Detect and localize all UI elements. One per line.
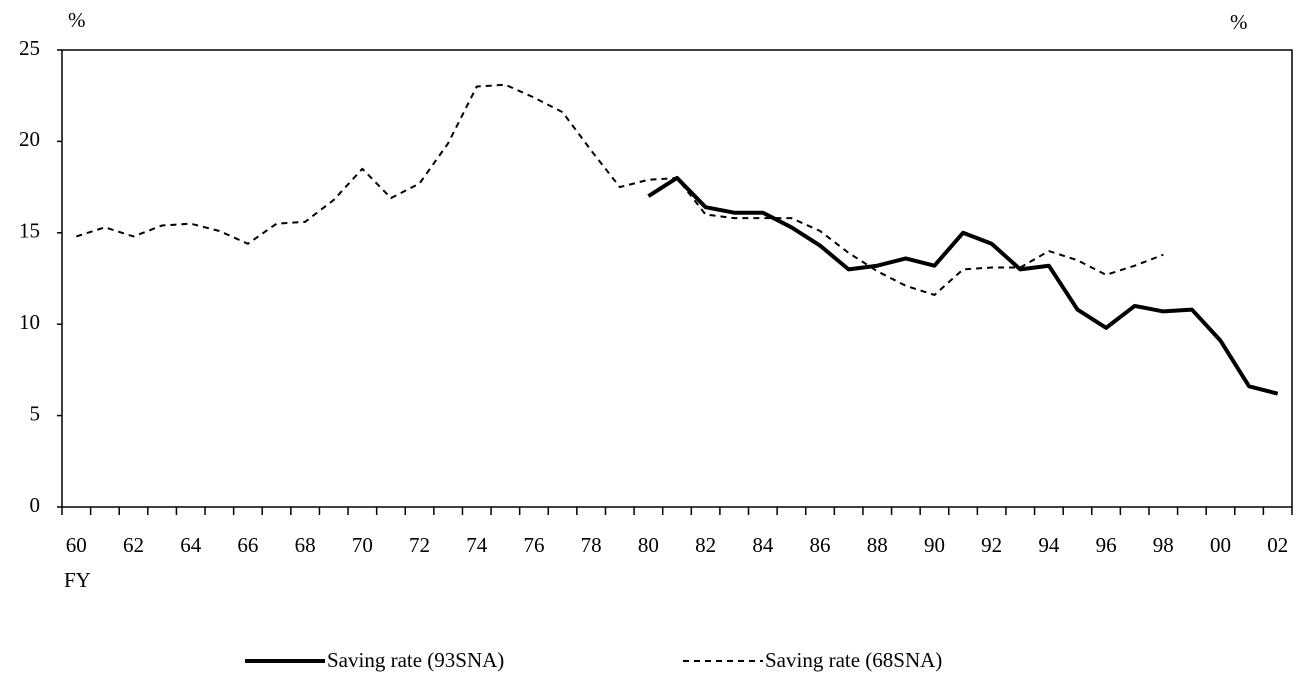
y-tick-label: 20 <box>19 127 40 151</box>
x-tick-label: 02 <box>1267 533 1288 557</box>
y-tick-label: 15 <box>19 219 40 243</box>
plot-frame <box>61 49 1293 508</box>
series-line <box>75 83 1164 296</box>
x-tick-label: 00 <box>1210 533 1231 557</box>
legend-label: Saving rate (68SNA) <box>765 648 942 672</box>
x-tick-label: 68 <box>295 533 316 557</box>
y-unit-left: % <box>68 8 86 32</box>
y-tick-label: 0 <box>30 493 41 517</box>
x-tick-label: 94 <box>1038 533 1060 557</box>
x-tick-label: 74 <box>466 533 488 557</box>
x-tick-label: 76 <box>523 533 544 557</box>
y-tick-label: 25 <box>19 36 40 60</box>
x-tick-label: 60 <box>66 533 87 557</box>
x-tick-label: 92 <box>981 533 1002 557</box>
x-tick-label: 66 <box>237 533 258 557</box>
y-tick-label: 5 <box>30 401 41 425</box>
x-tick-label: 64 <box>180 533 202 557</box>
x-tick-label: 96 <box>1096 533 1117 557</box>
x-tick-label: 88 <box>867 533 888 557</box>
x-tick-label: 98 <box>1153 533 1174 557</box>
x-tick-label: 82 <box>695 533 716 557</box>
y-unit-right: % <box>1230 10 1248 34</box>
x-tick-label: 80 <box>638 533 659 557</box>
x-tick-label: 90 <box>924 533 945 557</box>
x-tick-label: 84 <box>752 533 774 557</box>
x-tick-label: 86 <box>810 533 831 557</box>
legend-label: Saving rate (93SNA) <box>327 648 504 672</box>
x-tick-label: 62 <box>123 533 144 557</box>
y-tick-label: 10 <box>19 310 40 334</box>
series-line <box>647 175 1279 396</box>
x-tick-label: 78 <box>581 533 602 557</box>
x-tick-label: 70 <box>352 533 373 557</box>
x-tick-label: 72 <box>409 533 430 557</box>
x-axis-label: FY <box>64 568 91 592</box>
